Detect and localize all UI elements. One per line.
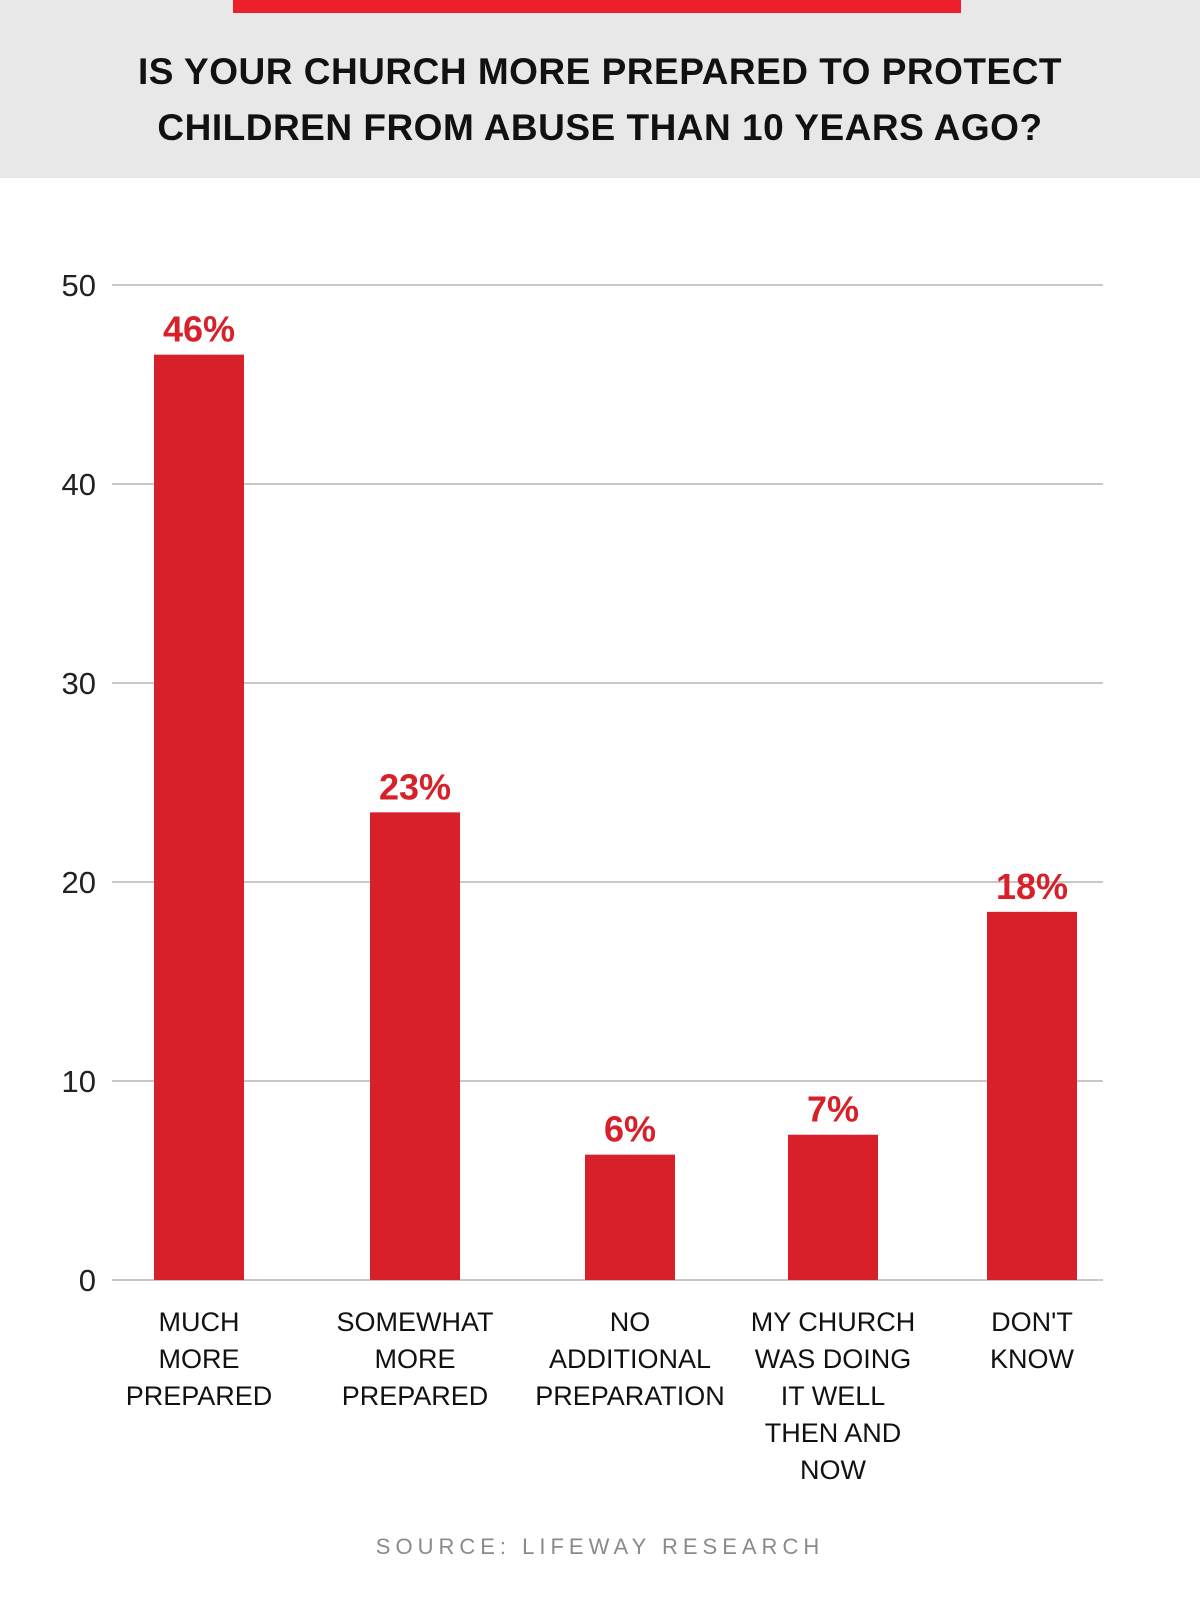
category-label: MY CHURCH	[751, 1307, 916, 1337]
category-label: NO	[610, 1307, 651, 1337]
data-label: 7%	[807, 1089, 859, 1130]
category-label: DON'T	[991, 1307, 1073, 1337]
data-label: 23%	[379, 766, 451, 807]
category-label: IT WELL	[781, 1381, 886, 1411]
category-label: MORE	[375, 1344, 456, 1374]
category-label: SOMEWHAT	[337, 1307, 494, 1337]
data-label: 46%	[163, 309, 235, 350]
category-label: KNOW	[990, 1344, 1075, 1374]
bar	[370, 812, 460, 1280]
y-tick-label: 40	[62, 467, 96, 502]
bar	[788, 1135, 878, 1280]
bar	[154, 355, 244, 1280]
y-tick-label: 50	[62, 268, 96, 303]
source-note: SOURCE: LIFEWAY RESEARCH	[0, 1534, 1200, 1560]
data-label: 18%	[996, 866, 1068, 907]
y-tick-label: 30	[62, 666, 96, 701]
category-label: PREPARED	[126, 1381, 273, 1411]
category-label: THEN AND	[765, 1418, 902, 1448]
category-label: PREPARED	[342, 1381, 489, 1411]
category-label: MUCH	[159, 1307, 240, 1337]
bar-chart: 0 10 20 30 40 50 46% MUCH MORE PREPARED 23% SOMEWHA…	[0, 0, 1200, 1520]
category-label: ADDITIONAL	[549, 1344, 711, 1374]
data-label: 6%	[604, 1109, 656, 1150]
category-label: MORE	[159, 1344, 240, 1374]
y-tick-label: 0	[79, 1263, 96, 1298]
y-tick-label: 20	[62, 865, 96, 900]
bar	[987, 912, 1077, 1280]
category-label: WAS DOING	[755, 1344, 912, 1374]
bar	[585, 1155, 675, 1280]
y-tick-label: 10	[62, 1064, 96, 1099]
category-label: PREPARATION	[535, 1381, 725, 1411]
category-label: NOW	[800, 1455, 867, 1485]
